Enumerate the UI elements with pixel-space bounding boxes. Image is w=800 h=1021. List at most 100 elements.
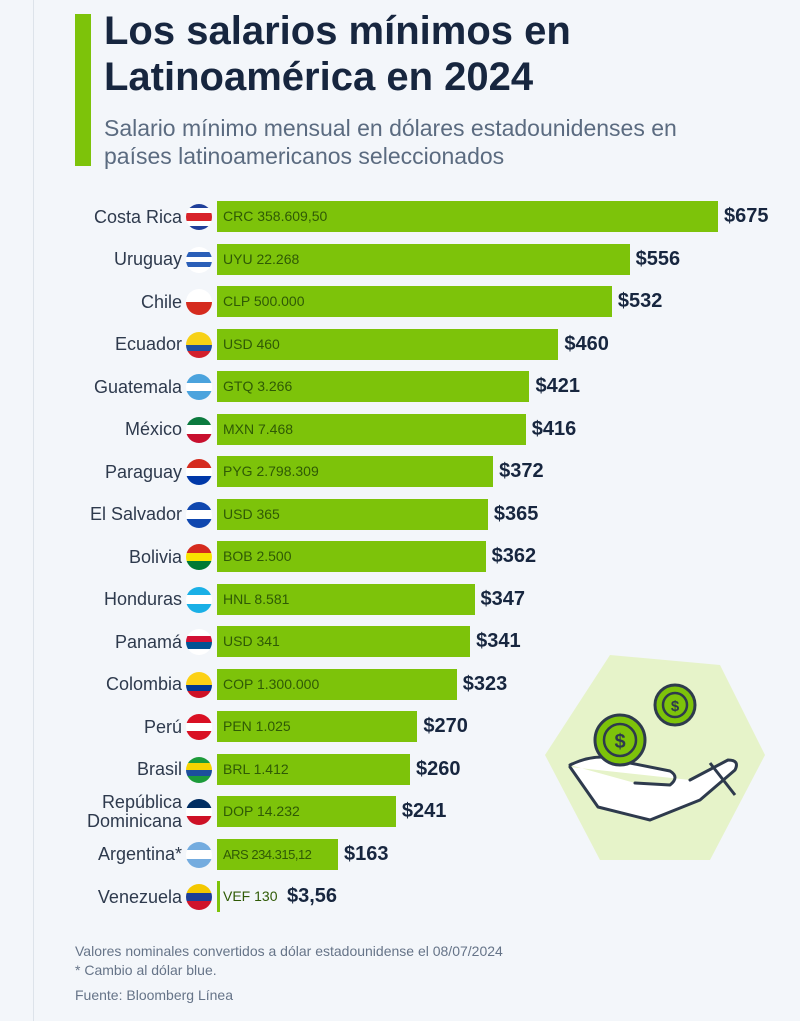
country-label: Venezuela: [97, 886, 182, 907]
bar: [217, 328, 559, 360]
country-label: Honduras: [103, 589, 182, 609]
chart-subtitle: Salario mínimo mensual en dólares estado…: [104, 115, 677, 169]
bar-row: Chile CLP 500.000 $532: [0, 286, 800, 318]
bar: [217, 881, 220, 912]
bar: [217, 626, 471, 657]
bar-row: Bolivia BOB 2.500 $362: [0, 541, 800, 573]
flag-icon: [186, 841, 212, 868]
country-label: Costa Rica: [93, 206, 182, 227]
local-currency-label: PEN 1.025: [223, 718, 291, 734]
value-label: $532: [617, 290, 663, 312]
bar: [217, 498, 488, 530]
local-currency-label: UYU 22.268: [223, 250, 300, 267]
country-label: Brasil: [136, 759, 182, 779]
local-currency-label: GTQ 3.266: [223, 378, 293, 394]
country-label: Chile: [140, 291, 182, 312]
conversion-note: Valores nominales convertidos a dólar es…: [75, 943, 503, 959]
flag-icon: [186, 374, 212, 400]
flag-icon: [186, 629, 212, 655]
bar-row: Uruguay UYU 22.268 $556: [0, 243, 800, 276]
local-currency-label: BRL 1.412: [223, 760, 289, 777]
bar: [217, 456, 494, 487]
bar: [217, 243, 630, 275]
bar: [217, 413, 526, 445]
value-label: $421: [535, 375, 580, 397]
flag-icon: [186, 586, 212, 613]
country-label: Colombia: [105, 674, 182, 694]
frame-border: [33, 0, 34, 1021]
bar-row: Paraguay PYG 2.798.309 $372: [0, 456, 800, 488]
value-label: $341: [476, 630, 521, 652]
bar-row: Ecuador USD 460 $460: [0, 328, 800, 361]
value-label: $365: [493, 502, 539, 525]
bar-row: Honduras HNL 8.581 $347: [0, 583, 800, 616]
value-label: $362: [491, 545, 537, 567]
country-label: Paraguay: [104, 461, 182, 482]
value-label: $270: [423, 715, 468, 737]
flag-icon: [186, 246, 212, 273]
flag-icon: [186, 884, 212, 910]
bar-row: Venezuela VEF 130 $3,56: [0, 881, 800, 913]
country-label: Perú: [143, 716, 182, 737]
bar: [217, 286, 612, 317]
title-accent-bar: [75, 14, 91, 166]
local-currency-label: MXN 7.468: [223, 420, 294, 437]
value-label: $323: [462, 672, 508, 695]
bar: [217, 371, 530, 402]
flag-icon: [186, 331, 212, 358]
value-label: $260: [415, 757, 461, 780]
source-note: Fuente: Bloomberg Línea: [75, 987, 233, 1003]
hand-coins-illustration: $ $: [545, 655, 765, 860]
value-label: $372: [499, 460, 544, 482]
flag-icon: [186, 501, 212, 528]
flag-icon: [186, 459, 212, 485]
local-currency-label: USD 365: [223, 505, 280, 522]
local-currency-label: BOB 2.500: [223, 548, 292, 564]
bar-row: México MXN 7.468 $416: [0, 413, 800, 446]
flag-icon: [186, 416, 212, 443]
bar: [217, 711, 418, 742]
country-label: El Salvador: [89, 504, 182, 524]
country-label: Bolivia: [128, 546, 182, 567]
country-label: Ecuador: [114, 334, 182, 354]
local-currency-label: HNL 8.581: [223, 590, 290, 607]
country-label: Uruguay: [113, 249, 182, 269]
bar-row: Guatemala GTQ 3.266 $421: [0, 371, 800, 403]
bar: [217, 201, 718, 232]
value-label: $163: [343, 842, 389, 865]
value-label: $556: [635, 247, 681, 270]
local-currency-label: USD 341: [223, 633, 280, 649]
flag-icon: [186, 799, 212, 825]
flag-icon: [186, 544, 212, 570]
flag-icon: [186, 204, 212, 230]
value-label: $241: [401, 800, 447, 822]
value-label: $460: [564, 332, 609, 355]
value-label: $675: [724, 205, 769, 227]
bar-row: El Salvador USD 365 $365: [0, 498, 800, 531]
country-label: México: [124, 419, 182, 439]
bar-row: República Dominicana DOP 14.232 $241: [0, 792, 800, 831]
bar: [217, 541, 486, 572]
flag-icon: [186, 671, 212, 698]
svg-text:$: $: [614, 731, 625, 753]
asterisk-note: * Cambio al dólar blue.: [75, 962, 217, 978]
local-currency-label: PYG 2.798.309: [223, 463, 319, 479]
footnotes: Valores nominales convertidos a dólar es…: [75, 942, 503, 980]
bar-row: Panamá USD 341 $341: [0, 626, 800, 658]
flag-icon: [186, 756, 212, 783]
value-label: $3,56: [287, 885, 338, 907]
country-label: República Dominicana: [86, 792, 182, 831]
value-label: $416: [531, 417, 577, 440]
local-currency-label: VEF 130: [223, 888, 278, 904]
bar-row: Perú PEN 1.025 $270: [0, 711, 800, 743]
bar: [217, 753, 410, 785]
value-label: $347: [480, 587, 526, 610]
local-currency-label: CLP 500.000: [223, 293, 305, 309]
bar: [217, 838, 338, 870]
bar-row: Costa Rica CRC 358.609,50 $675: [0, 201, 800, 233]
local-currency-label: DOP 14.232: [223, 803, 300, 819]
flag-icon: [186, 289, 212, 315]
local-currency-label: ARS 234.315,12: [223, 846, 312, 862]
bar: [217, 796, 396, 827]
